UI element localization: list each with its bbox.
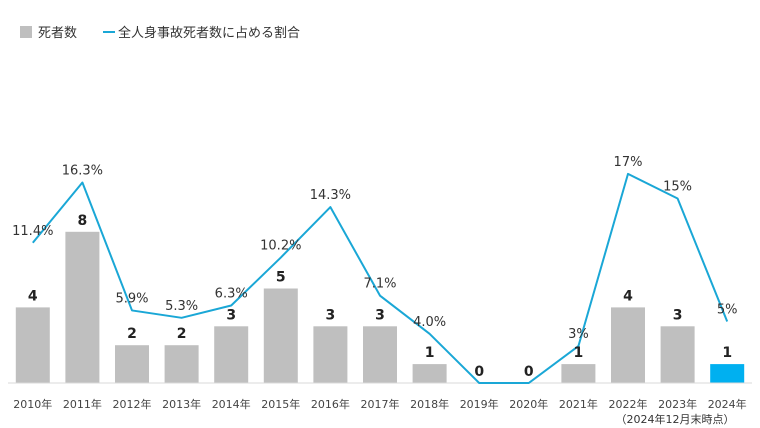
legend-label-ratio: 全人身事故死者数に占める割合 — [118, 25, 300, 41]
bar-value-label: 2 — [177, 326, 187, 342]
legend-label-deaths: 死者数 — [38, 26, 77, 41]
x-tick-label: 2011年 — [63, 397, 102, 411]
bar — [164, 345, 199, 383]
bar — [313, 326, 348, 383]
bar — [363, 326, 397, 383]
ratio-value-label: 6.3% — [215, 287, 248, 302]
bar-value-label: 0 — [524, 364, 534, 380]
x-tick-label: 2014年 — [212, 397, 251, 411]
bar-value-label: 2 — [127, 326, 137, 342]
x-tick-label: 2019年 — [460, 397, 499, 411]
ratio-value-label: 14.3% — [310, 188, 351, 203]
ratio-value-label: 11.4% — [12, 224, 53, 239]
bar-value-label: 1 — [425, 345, 435, 361]
bar-value-label: 3 — [673, 307, 683, 323]
x-tick-label: 2018年 — [410, 397, 449, 411]
bar-value-label: 3 — [226, 307, 236, 323]
ratio-value-label: 16.3% — [62, 164, 103, 179]
ratio-value-label: 5.3% — [165, 299, 198, 314]
bar — [561, 364, 596, 383]
ratio-value-label: 17% — [614, 155, 643, 170]
ratio-value-label: 15% — [663, 180, 692, 195]
bar-value-label: 1 — [574, 345, 584, 361]
ratio-value-label: 10.2% — [260, 239, 301, 254]
bar-value-label: 0 — [474, 364, 484, 380]
x-tick-label: 2022年 — [609, 397, 648, 411]
legend: 死者数 全人身事故死者数に占める割合 — [20, 25, 300, 41]
bar — [65, 231, 100, 383]
bar — [15, 307, 50, 383]
ratio-line-layer — [32, 172, 729, 384]
bar — [660, 326, 695, 383]
x-tick-label: 2015年 — [261, 397, 300, 411]
ratio-value-label: 5% — [717, 303, 738, 318]
x-axis-ticks: 2010年 2011年 2012年 2013年 2014年 2015年 2016年 2017年… — [13, 397, 746, 411]
ratio-value-label: 4.0% — [413, 315, 446, 330]
x-tick-label: 2010年 — [13, 397, 52, 411]
x-tick-label: 2023年 — [658, 397, 697, 411]
x-tick-label: 2017年 — [361, 397, 400, 411]
bar-value-label: 3 — [375, 307, 385, 323]
x-tick-label: 2016年 — [311, 397, 350, 411]
x-tick-label: 2020年 — [509, 397, 548, 411]
bar-value-label: 5 — [276, 270, 286, 286]
bar-value-label: 3 — [326, 307, 336, 323]
bar — [710, 364, 745, 383]
bar — [214, 326, 249, 383]
x-tick-label: 2013年 — [162, 397, 201, 411]
bar-value-label: 4 — [623, 288, 633, 304]
x-tick-label: 2021年 — [559, 397, 598, 411]
x-tick-label: 2024年 — [708, 397, 747, 411]
bar — [115, 345, 149, 383]
ratio-line — [32, 172, 729, 384]
ratio-value-label: 7.1% — [363, 277, 396, 292]
bar — [611, 307, 645, 383]
x-axis-note: （2024年12月末時点） — [616, 412, 735, 426]
bar — [412, 364, 447, 383]
ratio-value-label: 3% — [568, 327, 589, 342]
bar-value-label: 1 — [722, 345, 732, 361]
bar-value-label: 8 — [78, 213, 88, 229]
ratio-value-label: 5.9% — [115, 291, 148, 306]
bars-layer — [15, 231, 745, 383]
bar-value-label: 4 — [28, 288, 38, 304]
x-tick-label: 2012年 — [113, 397, 152, 411]
legend-swatch-deaths — [20, 26, 32, 38]
labels-layer: 4 8 2 2 3 5 3 3 1 0 0 1 4 3 1 11.4% 16.3% 5.9% 5.3% 6.3% 10.… — [12, 155, 737, 380]
bar — [263, 288, 298, 383]
